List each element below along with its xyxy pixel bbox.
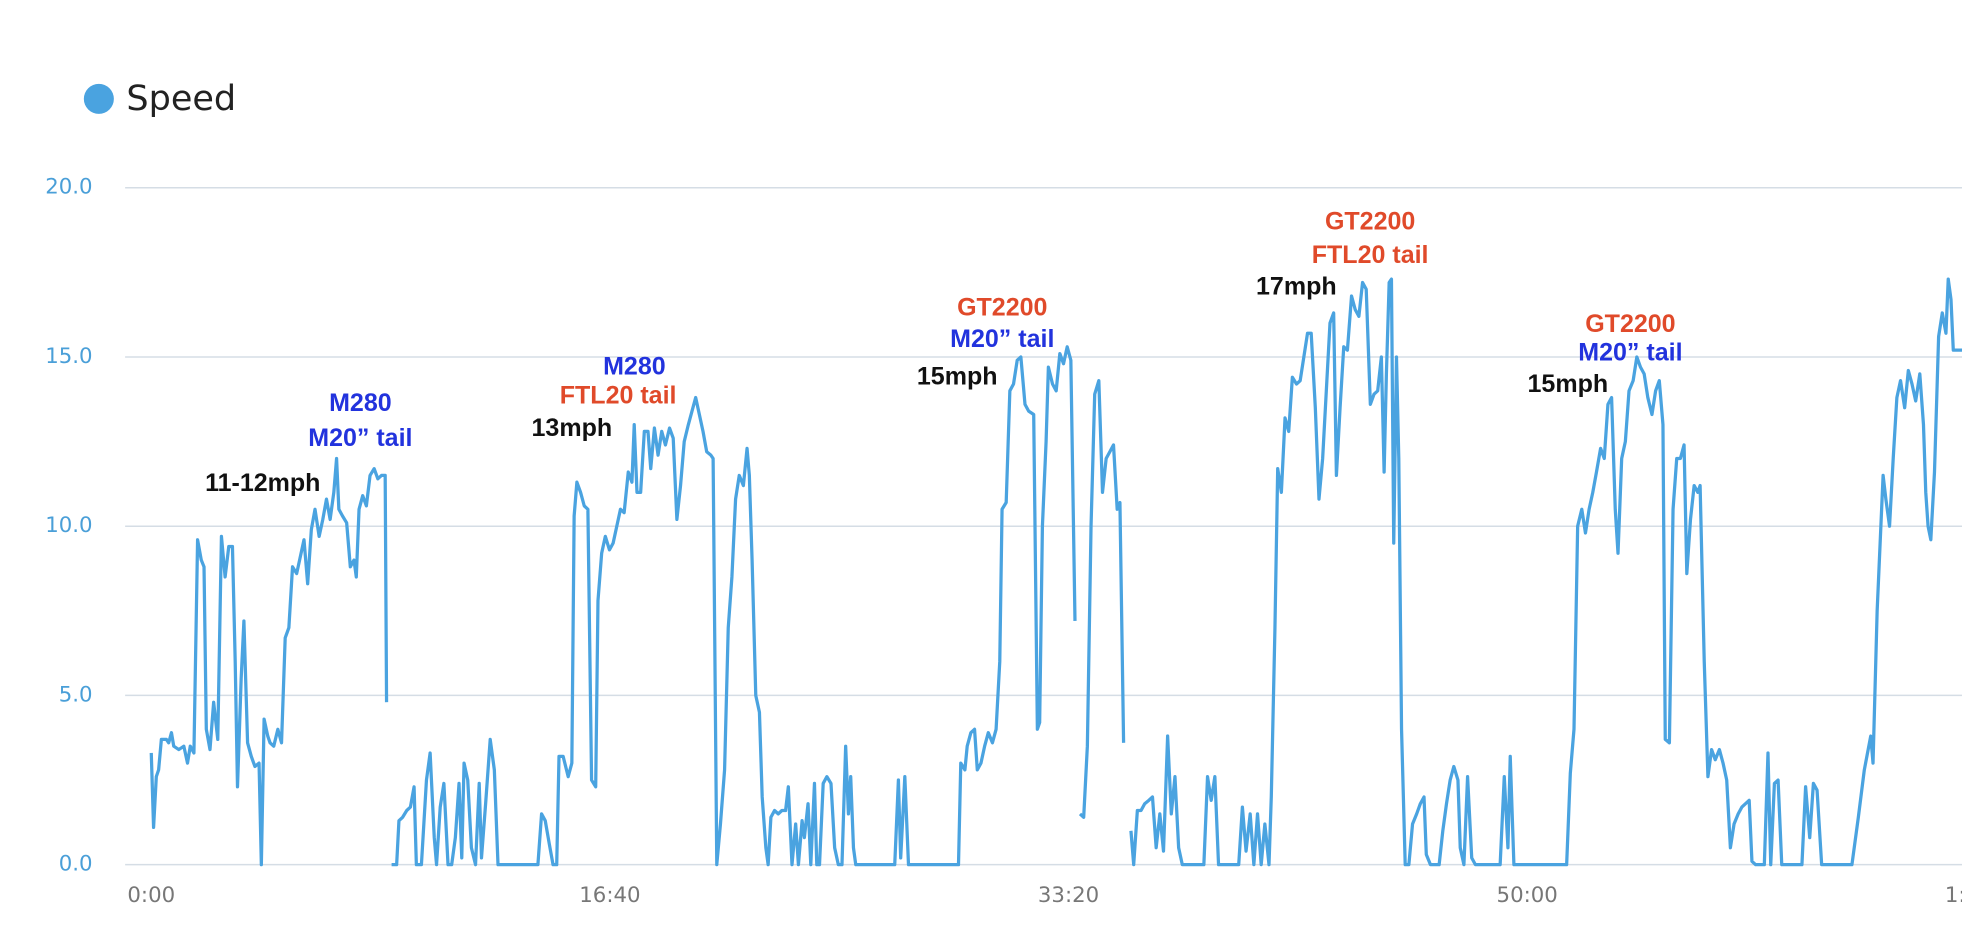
annotation: 11-12mph [205, 469, 320, 497]
y-tick-label: 5.0 [59, 682, 93, 707]
x-tick-label: 16:40 [579, 883, 640, 908]
legend-label: Speed [126, 78, 236, 119]
annotation: 17mph [1256, 272, 1337, 300]
annotation: 15mph [1528, 370, 1609, 398]
annotation: 15mph [917, 363, 998, 391]
speed-line [149, 277, 1962, 867]
y-tick-label: 0.0 [59, 852, 93, 877]
annotation: M20” tail [950, 325, 1054, 353]
annotation: M20” tail [308, 424, 412, 452]
x-tick-label: 1:06:40 [1945, 883, 1962, 908]
annotation: M280 [603, 353, 666, 381]
annotation: 13mph [532, 414, 613, 442]
annotation: GT2200 [957, 294, 1047, 322]
annotation: M20” tail [1578, 339, 1682, 367]
y-tick-label: 15.0 [45, 344, 92, 369]
x-tick-label: 33:20 [1038, 883, 1099, 908]
legend-marker [83, 83, 114, 114]
y-tick-label: 20.0 [45, 175, 92, 200]
x-tick-label: 50:00 [1497, 883, 1558, 908]
annotation: FTL20 tail [560, 381, 677, 409]
annotation: FTL20 tail [1312, 241, 1429, 269]
x-tick-label: 0:00 [127, 883, 175, 908]
y-tick-label: 10.0 [45, 513, 92, 538]
annotation: M280 [329, 389, 392, 417]
annotation: GT2200 [1325, 207, 1415, 235]
annotation: GT2200 [1585, 310, 1675, 338]
